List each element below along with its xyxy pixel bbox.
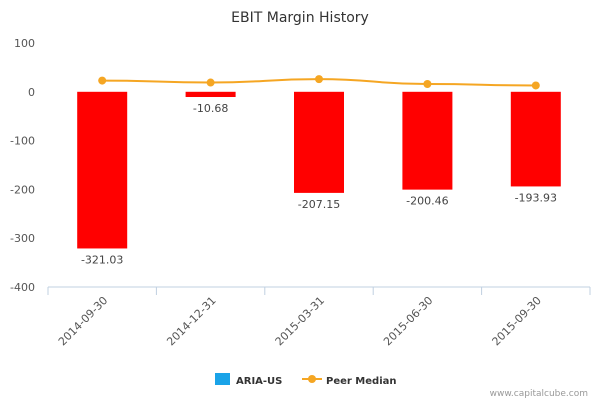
line-series xyxy=(98,75,540,90)
bar-2015-09-30[interactable] xyxy=(510,91,561,187)
peer-median-point-2014-12-31[interactable] xyxy=(206,78,215,87)
peer-median-point-2015-03-31[interactable] xyxy=(315,75,323,84)
y-tick-label: 0 xyxy=(28,86,35,99)
peer-median-point-2014-09-30[interactable] xyxy=(98,76,107,85)
y-tick-label: 100 xyxy=(14,37,35,50)
bar-2014-09-30[interactable] xyxy=(77,91,128,249)
x-tick-label: 2015-09-30 xyxy=(490,294,544,348)
y-tick-label: -100 xyxy=(10,135,35,148)
y-tick-label: -200 xyxy=(10,183,35,196)
legend[interactable]: ARIA-US Peer Median xyxy=(215,373,397,387)
bar-data-label: -200.46 xyxy=(406,195,448,208)
bar-data-label: -207.15 xyxy=(298,198,340,211)
x-tick-label: 2015-03-31 xyxy=(273,294,327,348)
legend-swatch-marker-peer-median xyxy=(308,375,316,383)
chart-title: EBIT Margin History xyxy=(231,10,369,26)
bar-data-label: -10.68 xyxy=(193,102,228,115)
bar-data-label: -321.03 xyxy=(81,253,123,266)
bar-2015-03-31[interactable] xyxy=(294,91,344,193)
bar-data-labels: -321.03 -10.68 -207.15 -200.46 -193.93 xyxy=(81,102,557,266)
legend-label-aria-us[interactable]: ARIA-US xyxy=(236,376,282,387)
x-tick-label: 2014-12-31 xyxy=(164,294,218,348)
legend-swatch-aria-us xyxy=(215,373,230,385)
peer-median-point-2015-06-30[interactable] xyxy=(423,79,432,88)
bar-2015-06-30[interactable] xyxy=(402,91,453,190)
bar-data-label: -193.93 xyxy=(515,191,557,204)
y-tick-label: -300 xyxy=(10,232,35,245)
legend-label-peer-median[interactable]: Peer Median xyxy=(326,376,397,387)
x-tick-label: 2014-09-30 xyxy=(56,294,110,348)
x-axis: 2014-09-30 2014-12-31 2015-03-31 2015-06-30… xyxy=(47,286,591,348)
watermark: www.capitalcube.com xyxy=(490,389,588,399)
bar-2014-12-31[interactable] xyxy=(185,91,236,98)
x-tick-label: 2015-06-30 xyxy=(381,294,435,348)
bar-series xyxy=(77,91,561,249)
peer-median-point-2015-09-30[interactable] xyxy=(531,81,540,90)
y-axis: 100 0 -100 -200 -300 -400 xyxy=(10,37,35,294)
y-tick-label: -400 xyxy=(10,281,35,294)
